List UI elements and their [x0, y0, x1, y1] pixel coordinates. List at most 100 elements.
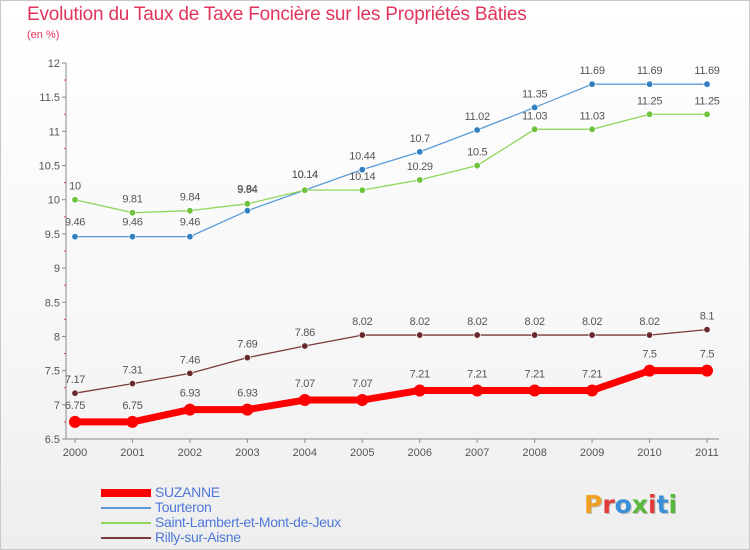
- data-label-0: 7.21: [410, 368, 430, 380]
- y-tick-label: 11.5: [39, 92, 60, 104]
- series-point-1: [71, 233, 79, 241]
- data-label-2: 11.03: [579, 110, 604, 122]
- logo-letter: r: [602, 490, 615, 519]
- series-point-3: [646, 331, 654, 339]
- data-label-2: 10: [69, 181, 81, 193]
- x-tick-label: 2006: [407, 447, 431, 459]
- x-tick-label: 2001: [120, 447, 144, 459]
- series-line-1: [74, 83, 708, 238]
- series-point-0: [528, 384, 541, 397]
- series-point-3: [358, 331, 366, 339]
- series-point-3: [243, 354, 251, 362]
- chart-title: Evolution du Taux de Taxe Foncière sur l…: [27, 4, 527, 25]
- series-point-3: [588, 331, 596, 339]
- series-point-3: [473, 331, 481, 339]
- logo-letter: t: [656, 490, 669, 519]
- data-label-0: 7.07: [295, 378, 315, 390]
- data-label-1: 11.35: [522, 88, 547, 100]
- series-point-0: [183, 403, 196, 416]
- y-tick-label: 7.5: [45, 366, 60, 378]
- x-tick-label: 2004: [293, 447, 317, 459]
- series-point-1: [531, 103, 539, 111]
- legend-label: SUZANNE: [155, 484, 220, 500]
- data-label-1: 11.69: [637, 65, 662, 77]
- logo-letter: i: [648, 490, 657, 519]
- x-tick-label: 2000: [63, 447, 87, 459]
- data-label-3: 7.69: [237, 339, 257, 351]
- x-tick-label: 2010: [637, 447, 661, 459]
- y-tick-label: 10: [48, 195, 60, 207]
- data-label-0: 7.21: [582, 368, 602, 380]
- data-label-3: 8.1: [700, 311, 715, 323]
- series-point-1: [588, 80, 596, 88]
- data-label-2: 11.03: [522, 110, 547, 122]
- series-point-3: [71, 389, 79, 397]
- series-point-1: [416, 148, 424, 156]
- legend-swatch: [101, 537, 151, 539]
- data-label-0: 7.5: [700, 349, 715, 361]
- y-tick-label: 8.5: [45, 297, 60, 309]
- y-tick-label: 7: [54, 400, 60, 412]
- series-point-1: [243, 207, 251, 215]
- x-tick-label: 2008: [522, 447, 546, 459]
- series-line-0: [71, 367, 711, 426]
- series-line-2: [74, 113, 708, 214]
- data-label-1: 9.46: [65, 217, 85, 229]
- data-label-2: 10.29: [407, 161, 433, 173]
- series-point-0: [701, 364, 713, 377]
- series-point-3: [703, 326, 711, 334]
- y-tick-label: 10.5: [39, 161, 60, 173]
- legend-swatch: [101, 507, 151, 509]
- data-label-0: 7.07: [352, 378, 372, 390]
- data-label-1: 11.02: [465, 111, 490, 123]
- x-tick-label: 2007: [465, 447, 489, 459]
- data-label-3: 7.31: [122, 365, 142, 377]
- logo-letter: x: [631, 490, 648, 519]
- data-label-3: 8.02: [467, 316, 487, 328]
- data-label-0: 6.93: [180, 388, 200, 400]
- data-label-1: 9.46: [180, 217, 200, 229]
- series-point-0: [298, 394, 311, 407]
- legend-label: Rilly-sur-Aisne: [155, 529, 241, 545]
- legend-label: Tourteron: [155, 499, 212, 515]
- data-label-1: 11.69: [579, 65, 604, 77]
- series-point-2: [531, 125, 539, 133]
- data-label-3: 8.02: [410, 316, 430, 328]
- series-point-1: [703, 80, 711, 88]
- series-point-0: [356, 394, 369, 407]
- series-point-0: [643, 364, 656, 377]
- series-point-3: [186, 369, 194, 377]
- series-point-3: [531, 331, 539, 339]
- series-point-2: [301, 186, 309, 194]
- x-tick-label: 2009: [580, 447, 604, 459]
- series-point-2: [358, 186, 366, 194]
- series-point-0: [586, 384, 599, 397]
- y-tick-label: 9: [54, 263, 60, 275]
- data-label-3: 8.02: [352, 316, 372, 328]
- data-label-3: 7.86: [295, 327, 315, 339]
- logo-letter: o: [614, 490, 632, 519]
- series-point-0: [413, 384, 426, 397]
- data-label-2: 10.14: [292, 169, 318, 181]
- y-tick-label: 8: [54, 331, 60, 343]
- chart-unit: (en %): [27, 29, 60, 41]
- y-tick-label: 12: [48, 58, 60, 70]
- series-point-1: [186, 233, 194, 241]
- series-point-2: [128, 209, 136, 217]
- data-label-0: 6.93: [237, 388, 257, 400]
- series-point-2: [243, 200, 251, 208]
- x-tick-label: 2003: [235, 447, 259, 459]
- series-point-0: [69, 415, 81, 428]
- series-point-0: [471, 384, 484, 397]
- data-label-2: 11.25: [694, 95, 719, 107]
- data-label-1: 10.44: [349, 151, 375, 163]
- series-point-3: [301, 342, 309, 350]
- series-point-2: [416, 176, 424, 184]
- data-label-1: 11.69: [694, 65, 719, 77]
- legend-label: Saint-Lambert-et-Mont-de-Jeux: [155, 514, 341, 530]
- y-tick-label: 9.5: [45, 229, 60, 241]
- series-point-2: [703, 110, 711, 118]
- data-label-2: 9.81: [122, 194, 142, 206]
